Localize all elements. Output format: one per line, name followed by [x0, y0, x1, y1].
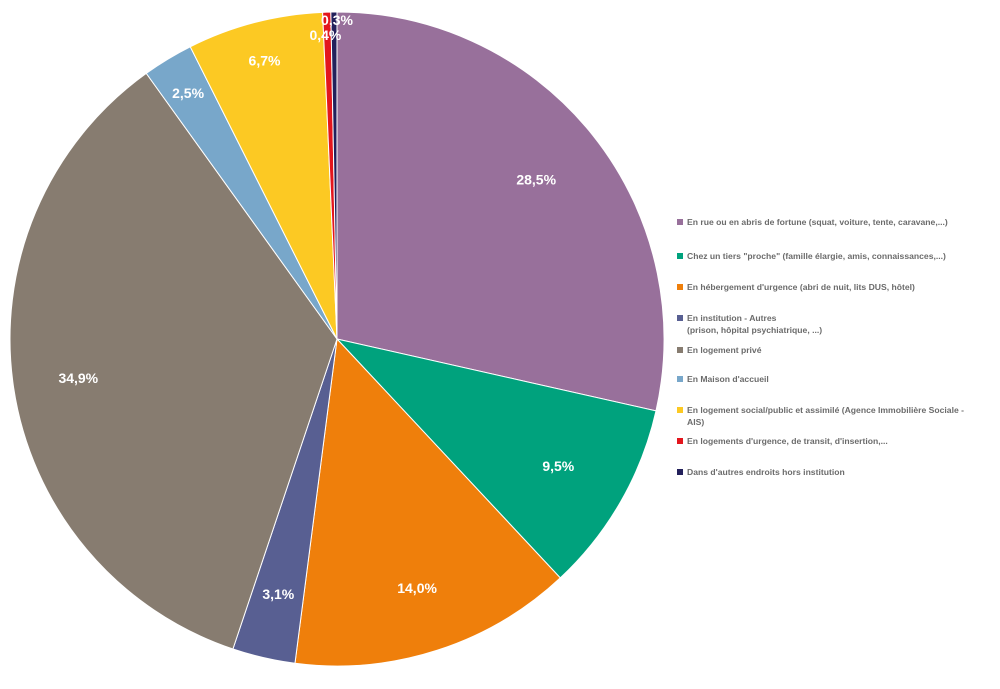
legend-label: En logement social/public et assimilé (A…: [687, 405, 964, 427]
legend-swatch: [677, 315, 683, 321]
legend-label: En hébergement d'urgence (abri de nuit, …: [687, 282, 915, 292]
legend-swatch: [677, 407, 683, 413]
slice-value-label: 0,3%: [321, 12, 353, 28]
legend-item: En logements d'urgence, de transit, d'in…: [677, 435, 888, 447]
legend-item: En logement social/public et assimilé (A…: [677, 404, 964, 428]
legend-label: En institution - Autres (prison, hôpital…: [687, 313, 823, 335]
legend-label: Dans d'autres endroits hors institution: [687, 467, 845, 477]
legend-swatch: [677, 253, 683, 259]
legend-swatch: [677, 469, 683, 475]
legend-item: Dans d'autres endroits hors institution: [677, 466, 845, 478]
pie-slices: [9, 11, 665, 667]
legend-item: En institution - Autres (prison, hôpital…: [677, 312, 822, 336]
legend-item: En rue ou en abris de fortune (squat, vo…: [677, 216, 948, 228]
pie-slice: [336, 11, 665, 412]
slice-value-label: 0,4%: [309, 27, 341, 43]
legend-label: En Maison d'accueil: [687, 374, 769, 384]
slice-value-label: 2,5%: [172, 85, 204, 101]
slice-value-label: 28,5%: [516, 172, 556, 188]
slice-value-label: 14,0%: [397, 580, 437, 596]
legend-label: En logements d'urgence, de transit, d'in…: [687, 436, 888, 446]
pie-slice: [189, 11, 338, 340]
legend-swatch: [677, 438, 683, 444]
pie-value-labels: 28,5% 9,5% 14,0% 3,1% 34,9% 2,5% 6,7% 0,4%0,3%: [58, 12, 574, 602]
pie-slice: [335, 338, 657, 579]
legend-swatch: [677, 376, 683, 382]
legend-item: Chez un tiers "proche" (famille élargie,…: [677, 250, 946, 262]
slice-value-label: 9,5%: [542, 458, 574, 474]
slice-value-label: 34,9%: [58, 370, 98, 386]
legend-swatch: [677, 284, 683, 290]
legend-swatch: [677, 347, 683, 353]
legend-item: En logement privé: [677, 344, 762, 356]
legend-label: En logement privé: [687, 345, 762, 355]
pie-slice: [9, 72, 338, 650]
pie-slice: [294, 337, 561, 667]
slice-value-label: 6,7%: [249, 53, 281, 69]
legend-item: En Maison d'accueil: [677, 373, 769, 385]
legend-label: En rue ou en abris de fortune (squat, vo…: [687, 217, 948, 227]
pie-slice: [330, 11, 338, 340]
legend-label: Chez un tiers "proche" (famille élargie,…: [687, 251, 946, 261]
slice-value-label: 3,1%: [262, 586, 294, 602]
legend-item: En hébergement d'urgence (abri de nuit, …: [677, 281, 915, 293]
legend-swatch: [677, 219, 683, 225]
